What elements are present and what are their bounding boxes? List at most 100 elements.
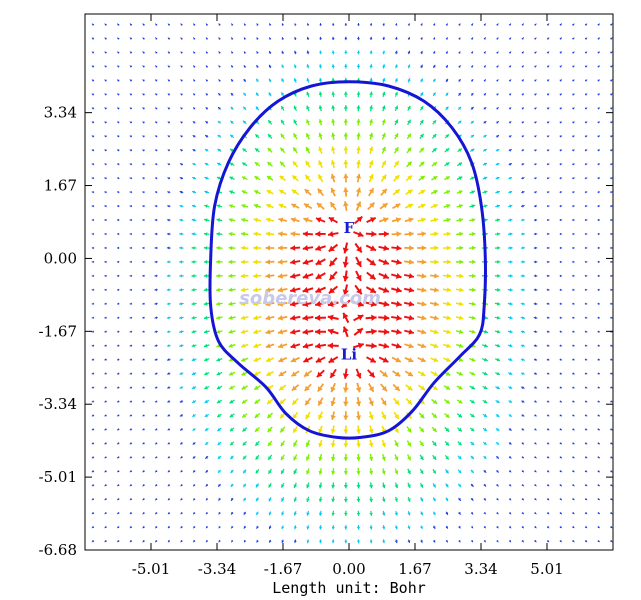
field-arrow [417,357,427,363]
field-arrow [277,245,288,251]
field-arrow [91,37,95,40]
field-arrow [597,484,601,487]
field-arrow [572,428,575,431]
field-arrow [610,442,613,445]
field-arrow [494,246,501,250]
field-arrow [204,455,209,460]
field-arrow [508,135,512,138]
field-arrow [116,218,120,222]
field-arrow [104,163,107,166]
field-arrow [520,372,525,375]
field-arrow [331,91,336,98]
field-arrow [267,440,273,447]
field-arrow [483,455,487,460]
field-arrow [253,189,261,195]
field-arrow [255,92,259,97]
field-arrow [356,524,361,530]
field-arrow [253,315,262,321]
field-arrow [445,497,449,502]
field-arrow [291,174,299,182]
field-arrow [142,51,145,54]
field-arrow [104,302,107,305]
field-arrow [289,286,301,293]
field-arrow [154,177,158,180]
field-arrow [390,300,402,307]
field-arrow [482,413,488,418]
field-arrow [104,386,107,389]
field-arrow [420,525,423,530]
field-arrow [228,287,236,293]
field-arrow [572,442,575,445]
field-arrow [179,204,184,208]
x-axis: -5.01 -3.34 -1.67 0.00 1.67 3.34 5.01 [132,14,564,578]
field-arrow [327,328,339,335]
field-arrow [443,190,451,195]
field-arrow [265,329,275,335]
field-arrow [391,314,402,321]
field-arrow [344,539,348,544]
field-arrow [508,37,512,40]
field-arrow [482,399,488,404]
field-arrow [218,539,221,543]
field-arrow [230,51,234,54]
field-arrow [456,204,463,209]
field-arrow [534,93,537,96]
field-arrow [129,163,133,166]
field-arrow [546,414,550,417]
field-arrow [229,190,236,195]
field-arrow [242,120,247,125]
field-arrow [154,498,158,501]
field-arrow [265,301,275,307]
y-tick-label: -5.01 [39,468,77,486]
field-arrow [584,260,588,264]
field-arrow [456,176,463,181]
field-arrow [154,51,158,54]
field-arrow [457,469,462,474]
field-arrow [444,426,450,433]
field-arrow [327,231,339,238]
field-arrow [302,231,313,237]
field-arrow [104,246,107,250]
field-arrow [404,245,414,251]
field-arrow [572,218,575,222]
field-arrow [455,259,464,265]
field-arrow [204,385,210,390]
field-arrow [432,119,437,125]
field-arrow [167,525,171,529]
field-arrow [318,482,323,489]
field-arrow [167,177,171,180]
y-tick-label: -1.67 [39,322,77,340]
field-arrow [455,301,464,307]
field-arrow [381,496,386,503]
field-arrow [142,428,145,431]
field-arrow [319,525,323,530]
field-arrow [277,301,288,307]
field-arrow [610,400,613,403]
field-arrow [318,77,323,83]
field-arrow [584,205,588,208]
field-arrow [179,163,184,166]
field-arrow [394,454,399,461]
field-arrow [192,442,196,445]
field-arrow [343,173,349,183]
field-arrow [508,414,513,417]
field-arrow [277,329,288,335]
field-arrow [546,470,550,473]
field-arrow [420,64,423,69]
field-arrow [391,245,402,251]
field-arrow [343,482,348,489]
field-arrow [443,245,451,251]
field-arrow [445,469,449,474]
field-arrow [404,356,414,363]
field-arrow [280,119,285,126]
field-arrow [191,218,197,222]
field-arrow [230,455,234,460]
field-arrow [610,260,613,264]
field-arrow [456,385,463,390]
field-arrow [610,149,613,152]
field-arrow [231,539,234,543]
field-arrow [534,456,537,459]
field-arrow [253,329,262,335]
field-arrow [391,259,402,265]
field-arrow [404,343,414,349]
